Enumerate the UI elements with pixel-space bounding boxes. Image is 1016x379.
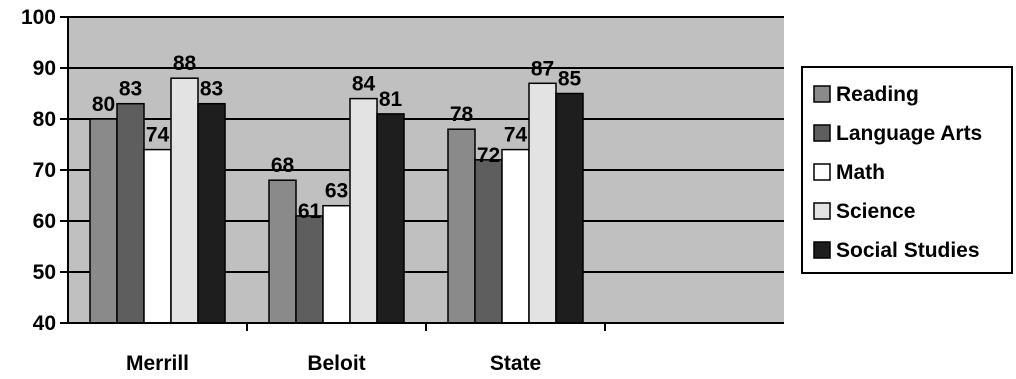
- legend-box: [801, 66, 1013, 274]
- data-label: 88: [173, 52, 197, 75]
- legend-label: Social Studies: [836, 239, 980, 262]
- bar: [116, 102, 145, 324]
- data-label: 74: [504, 124, 528, 147]
- data-label: 74: [146, 124, 170, 147]
- bar: [376, 113, 405, 324]
- bar: [322, 204, 351, 324]
- legend-swatch: [813, 163, 831, 181]
- bar: [501, 148, 530, 324]
- legend-swatch: [813, 124, 831, 142]
- y-tick-label: 90: [33, 57, 56, 80]
- legend: Reading Language Arts Math Science Social St…: [801, 66, 1013, 274]
- y-tick-label: 40: [33, 312, 56, 335]
- bar: [170, 77, 199, 324]
- bar: [349, 97, 378, 324]
- bar-group: [89, 77, 584, 324]
- data-label: 68: [271, 154, 295, 177]
- bar: [268, 179, 297, 324]
- data-label: 80: [92, 93, 115, 116]
- data-label: 72: [477, 144, 500, 167]
- y-tick-label: 50: [33, 261, 56, 284]
- bar: [528, 82, 557, 324]
- data-label: 83: [200, 78, 223, 101]
- bar: [197, 102, 226, 324]
- legend-swatch: [813, 241, 831, 259]
- bar: [474, 159, 503, 324]
- axes: [60, 16, 784, 331]
- legend-swatch: [813, 202, 831, 220]
- y-tick-labels: 40 50 60 70 80 90 100: [21, 6, 56, 335]
- legend-label: Math: [836, 161, 885, 184]
- data-label: 84: [352, 73, 376, 96]
- y-tick-label: 100: [21, 6, 56, 29]
- data-label: 61: [298, 200, 322, 223]
- data-label: 83: [119, 78, 142, 101]
- data-label: 63: [325, 180, 348, 203]
- bar: [143, 148, 172, 324]
- category-label: Merrill: [126, 352, 189, 375]
- category-label: State: [490, 352, 541, 375]
- bar: [89, 118, 118, 324]
- data-label: 85: [558, 68, 582, 91]
- data-label: 78: [450, 103, 474, 126]
- bar: [447, 128, 476, 324]
- legend-label: Science: [836, 200, 915, 223]
- y-tick-label: 70: [33, 159, 56, 182]
- bar: [295, 215, 324, 324]
- data-label: 81: [379, 88, 403, 111]
- category-labels: Merrill Beloit State: [126, 352, 541, 375]
- y-tick-label: 60: [33, 210, 56, 233]
- legend-label: Language Arts: [836, 122, 982, 145]
- y-tick-label: 80: [33, 108, 56, 131]
- legend-label: Reading: [836, 83, 919, 106]
- bar: [555, 92, 584, 324]
- data-label: 87: [531, 57, 554, 80]
- legend-swatch: [813, 85, 831, 103]
- category-label: Beloit: [307, 352, 365, 375]
